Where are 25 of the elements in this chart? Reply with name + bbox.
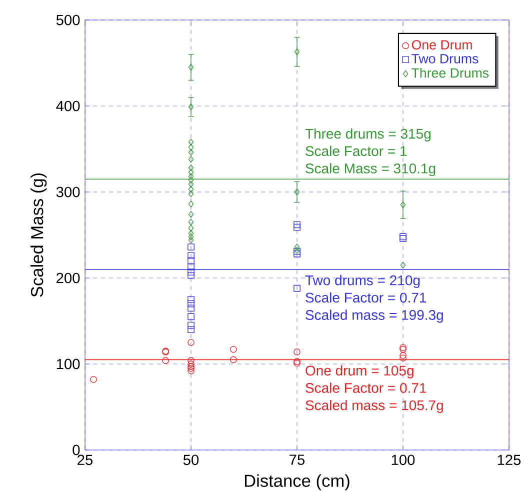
legend-label: One Drum [412, 40, 472, 50]
y-tick-label: 200 [56, 272, 80, 284]
annotation: Scale Factor = 0.71 [306, 382, 426, 393]
y-tick-label: 400 [56, 100, 80, 112]
legend-label: Two Drums [412, 54, 478, 64]
y-axis-title: Scaled Mass (g) [30, 173, 47, 297]
x-tick-label: 25 [78, 454, 93, 466]
x-tick-label: 100 [392, 454, 415, 466]
annotation: Scaled mass = 105.7g [306, 400, 443, 414]
annotation: Three drums = 315g [305, 128, 430, 142]
annotation: One drum = 105g [306, 365, 414, 378]
y-tick-label: 500 [56, 14, 80, 26]
annotation: Two drums = 210g [305, 274, 420, 288]
legend-label: Three Drums [412, 68, 489, 78]
x-tick-label: 50 [183, 454, 199, 466]
annotation: Scale Factor = 1 [306, 146, 407, 156]
annotation: Scale Factor = 0.71 [306, 292, 426, 303]
x-tick-label: 125 [498, 454, 521, 466]
x-axis-title: Distance (cm) [244, 474, 350, 490]
y-tick-label: 0 [72, 444, 80, 456]
y-tick-label: 300 [56, 186, 80, 198]
annotation: Scale Mass = 310.1g [306, 163, 436, 176]
annotation: Scaled mass = 199.3g [306, 310, 443, 323]
x-tick-label: 75 [290, 454, 305, 465]
y-tick-label: 100 [56, 358, 80, 370]
